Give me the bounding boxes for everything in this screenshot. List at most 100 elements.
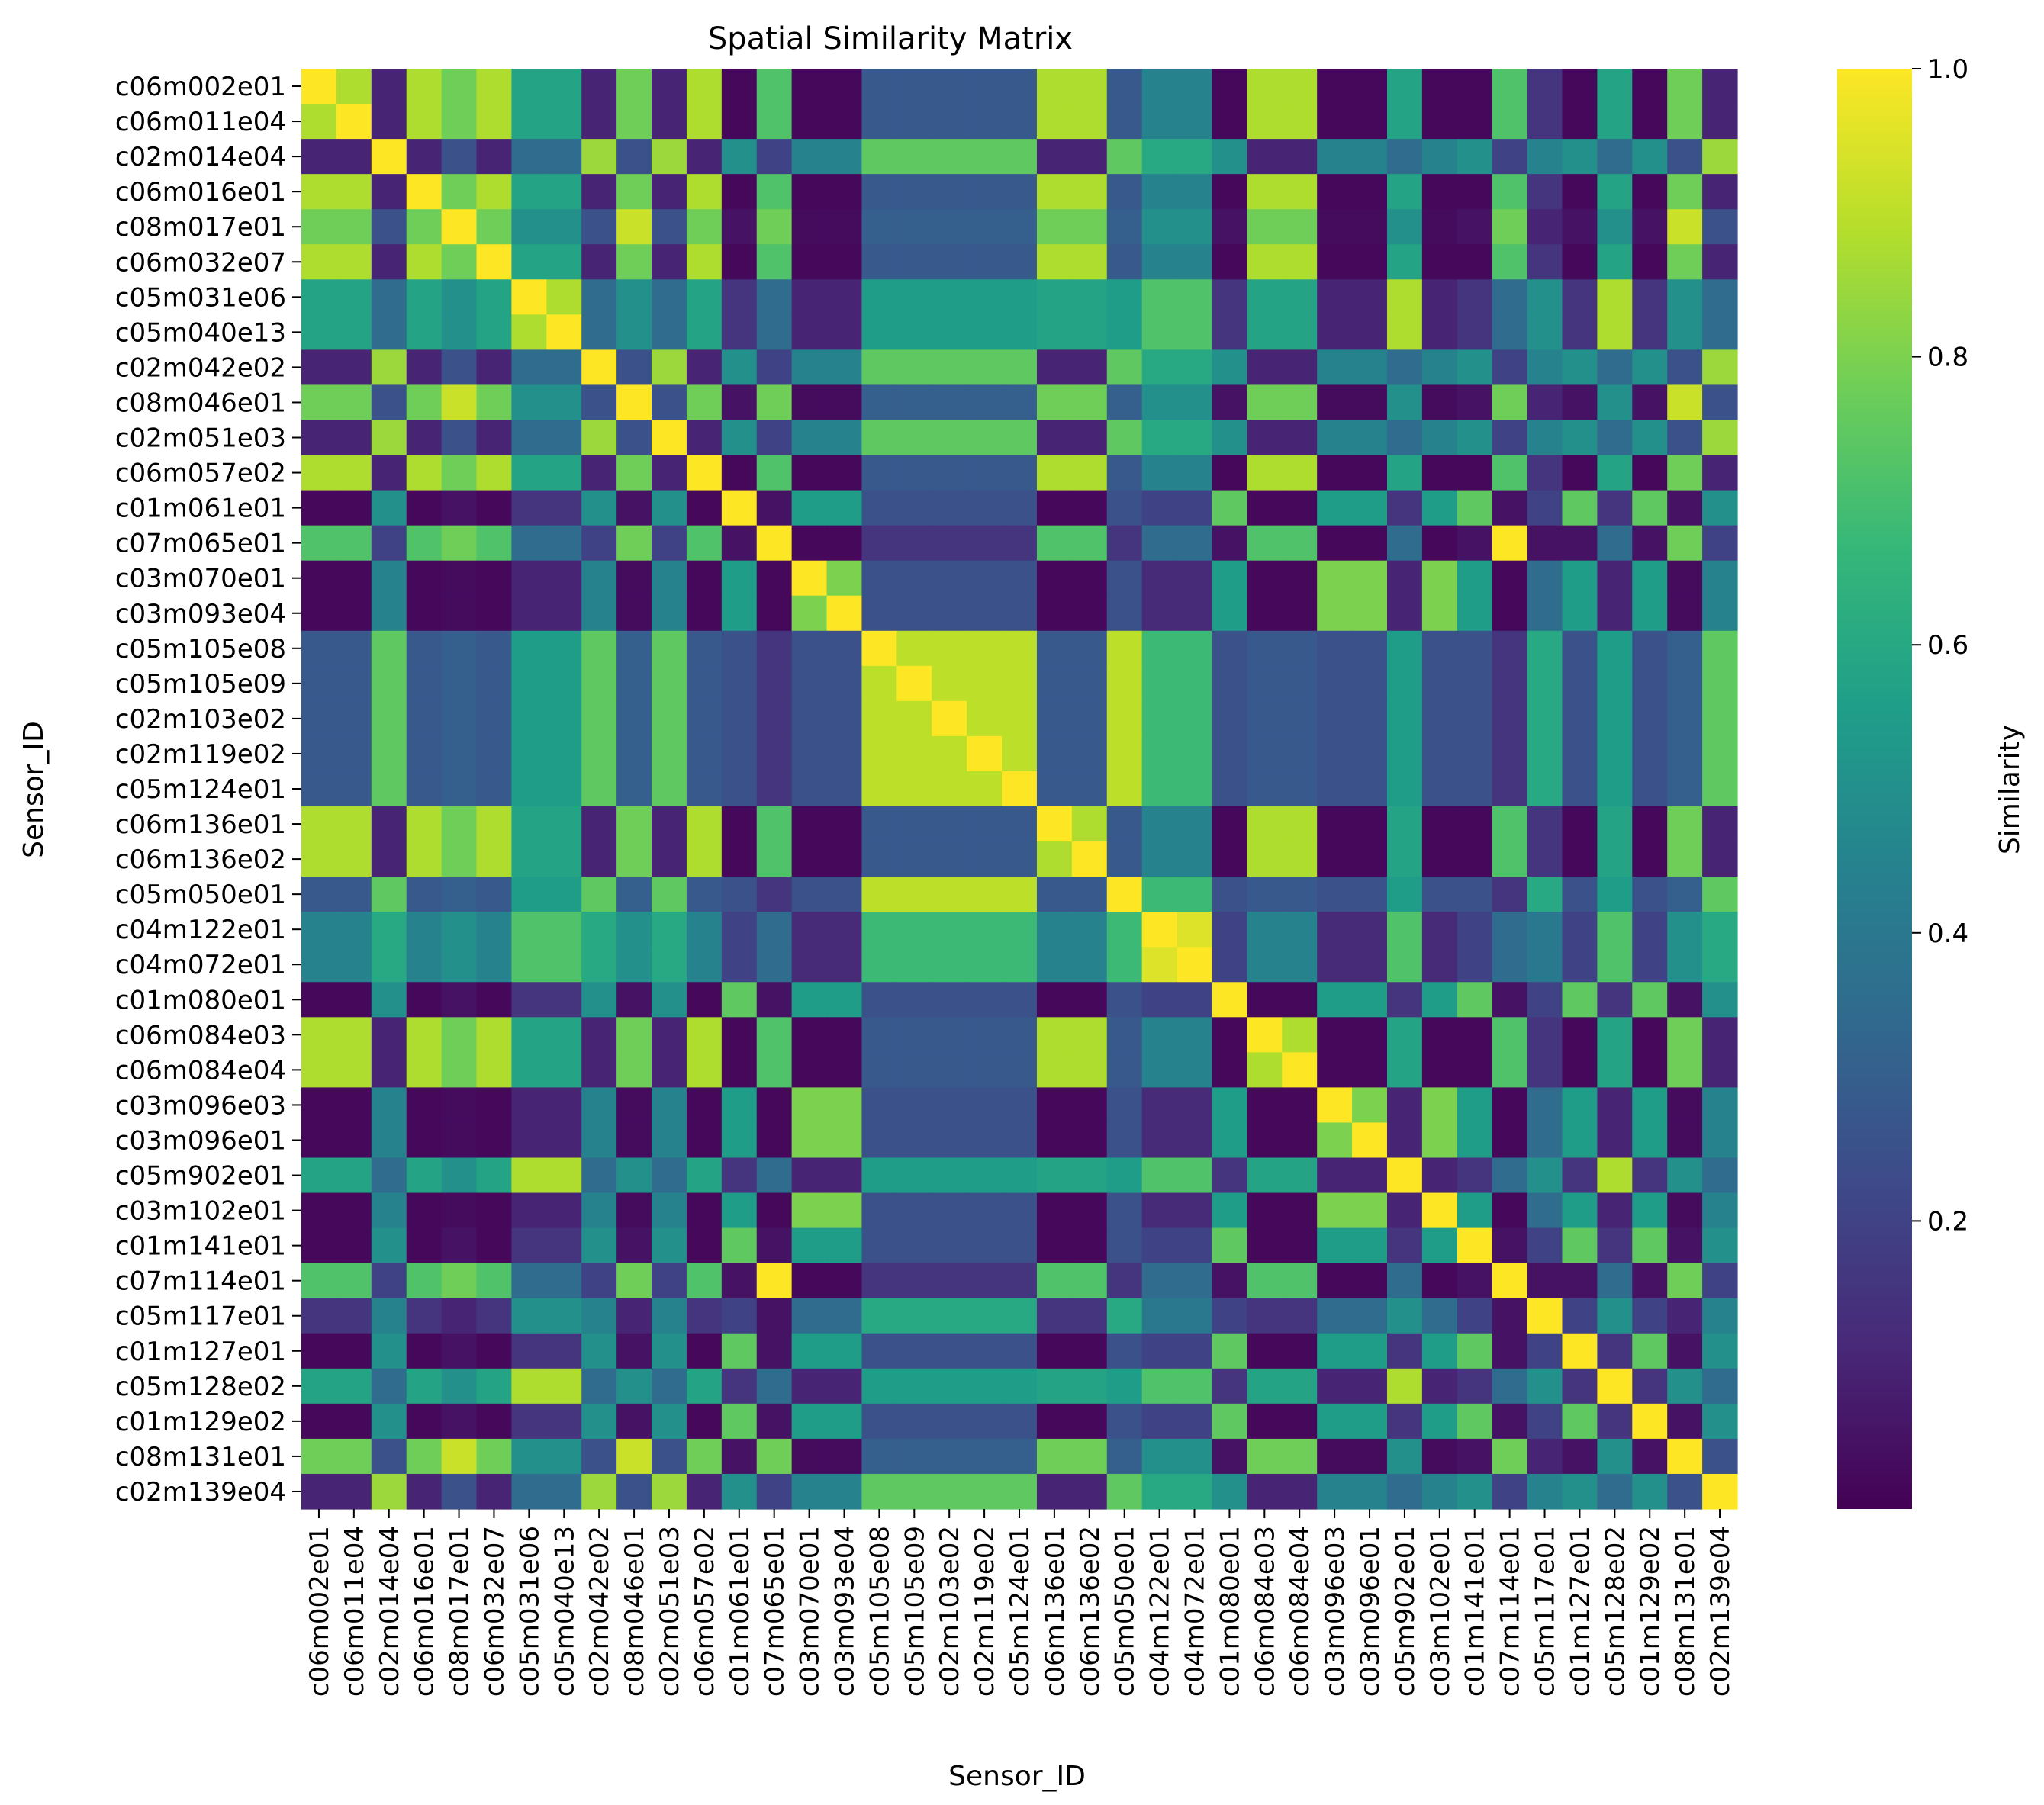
heatmap-cell <box>1632 560 1668 597</box>
heatmap-cell <box>1421 1368 1458 1404</box>
heatmap-cell <box>1702 1052 1738 1089</box>
heatmap-cell <box>476 912 513 948</box>
heatmap-cell <box>1247 455 1283 491</box>
heatmap-cell <box>616 771 652 807</box>
heatmap-cell <box>1562 1192 1598 1229</box>
heatmap-cell <box>1177 69 1213 105</box>
heatmap-cell <box>932 1157 967 1194</box>
heatmap-cell <box>1177 1157 1213 1194</box>
heatmap-cell <box>1597 877 1633 912</box>
heatmap-cell <box>406 1227 443 1264</box>
heatmap-cell <box>1106 560 1143 597</box>
heatmap-cell <box>371 912 407 948</box>
heatmap-cell <box>1352 1473 1388 1510</box>
heatmap-cell <box>686 947 723 983</box>
heatmap-cell <box>1667 384 1703 421</box>
x-tick-label: c06m084e03 <box>1250 1526 1280 1697</box>
heatmap-cell <box>896 525 932 561</box>
y-tick-label: c06m011e04 <box>115 107 286 137</box>
heatmap-cell <box>686 877 723 912</box>
x-tick-label: c06m084e04 <box>1285 1526 1315 1697</box>
heatmap-cell <box>1036 982 1073 1018</box>
heatmap-cell <box>301 1473 337 1510</box>
heatmap-cell <box>1667 244 1703 280</box>
heatmap-cell <box>1492 1298 1528 1334</box>
heatmap-cell <box>652 912 687 948</box>
heatmap-cell <box>371 560 407 597</box>
heatmap-cell <box>1527 1017 1563 1053</box>
heatmap-cell <box>1667 912 1703 948</box>
y-tick-label: c05m128e02 <box>115 1372 286 1402</box>
colorbar-tick-label: 0.2 <box>1927 1206 1968 1237</box>
heatmap-cell <box>932 841 967 877</box>
heatmap-cell <box>826 735 863 772</box>
heatmap-cell <box>1212 314 1247 350</box>
heatmap-cell <box>1632 1298 1668 1334</box>
heatmap-cell <box>1527 1192 1563 1229</box>
heatmap-cell <box>616 1227 652 1264</box>
heatmap-cell <box>511 735 547 772</box>
heatmap-cell <box>1386 384 1423 421</box>
heatmap-cell <box>967 1368 1003 1404</box>
heatmap-cell <box>896 630 932 667</box>
heatmap-cell <box>1492 139 1528 175</box>
heatmap-cell <box>1071 912 1108 948</box>
heatmap-cell <box>932 455 967 491</box>
heatmap-cell <box>1036 1403 1073 1440</box>
heatmap-cell <box>1667 69 1703 105</box>
heatmap-cell <box>756 947 793 983</box>
heatmap-cell <box>967 104 1003 140</box>
heatmap-cell <box>1632 69 1668 105</box>
heatmap-cell <box>511 1438 547 1475</box>
heatmap-cell <box>1527 1263 1563 1299</box>
heatmap-cell <box>1352 1438 1388 1475</box>
heatmap-cell <box>546 1227 582 1264</box>
heatmap-cell <box>511 1017 547 1053</box>
heatmap-cell <box>616 455 652 491</box>
heatmap-cell <box>896 771 932 807</box>
heatmap-cell <box>686 771 723 807</box>
heatmap-cell <box>756 1157 793 1194</box>
heatmap-cell <box>1352 174 1388 210</box>
heatmap-cell <box>1282 1263 1318 1299</box>
heatmap-cell <box>336 525 372 561</box>
heatmap-cell <box>1071 174 1108 210</box>
heatmap-cell <box>1141 314 1178 350</box>
heatmap-cell <box>1562 420 1598 456</box>
heatmap-cell <box>1667 1473 1703 1510</box>
heatmap-cell <box>896 1227 932 1264</box>
heatmap-cell <box>406 244 443 280</box>
heatmap-cell <box>581 1473 617 1510</box>
y-tick-label: c01m129e02 <box>115 1407 286 1437</box>
heatmap-cell <box>1212 139 1247 175</box>
heatmap-cell <box>1597 1438 1633 1475</box>
heatmap-cell <box>1317 982 1353 1018</box>
heatmap-cell <box>1106 630 1143 667</box>
heatmap-cell <box>1632 279 1668 315</box>
heatmap-cell <box>476 1298 513 1334</box>
heatmap-cell <box>336 1052 372 1089</box>
colorbar-tick-label: 0.8 <box>1927 343 1968 373</box>
heatmap-cell <box>652 630 687 667</box>
heatmap-cell <box>932 1403 967 1440</box>
heatmap-cell <box>1702 595 1738 632</box>
heatmap-cell <box>406 665 443 702</box>
heatmap-cell <box>1071 595 1108 632</box>
heatmap-cell <box>1002 560 1038 597</box>
heatmap-cell <box>406 349 443 386</box>
heatmap-cell <box>581 1227 617 1264</box>
heatmap-cell <box>1421 700 1458 737</box>
heatmap-cell <box>686 1017 723 1053</box>
heatmap-cell <box>336 947 372 983</box>
y-tick-label: c04m072e01 <box>115 950 286 980</box>
heatmap-cell <box>1562 630 1598 667</box>
heatmap-cell <box>1702 384 1738 421</box>
heatmap-cell <box>1702 841 1738 877</box>
heatmap-cell <box>371 806 407 842</box>
heatmap-cell <box>1667 735 1703 772</box>
heatmap-cell <box>336 1122 372 1159</box>
heatmap-cell <box>336 244 372 280</box>
heatmap-cell <box>546 1052 582 1089</box>
heatmap-cell <box>1036 665 1073 702</box>
heatmap-cell <box>546 877 582 912</box>
